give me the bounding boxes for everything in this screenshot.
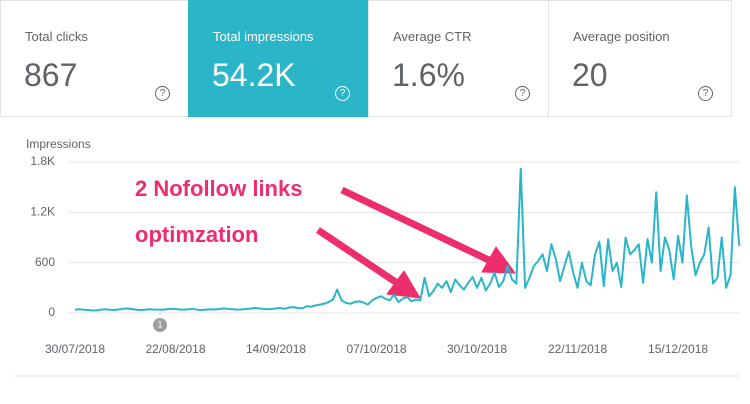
annotation-marker[interactable] <box>153 318 167 332</box>
x-tick-label: 30/10/2018 <box>447 342 507 356</box>
metric-card[interactable]: Average position 20? <box>548 0 732 117</box>
help-icon[interactable]: ? <box>515 86 530 101</box>
arrow-head <box>386 270 421 299</box>
metric-label: Total impressions <box>213 29 314 44</box>
arrow-shaft <box>316 227 402 288</box>
y-tick-label: 1.8K <box>30 154 55 168</box>
y-axis-label: Impressions <box>26 137 91 151</box>
series-line <box>74 167 741 312</box>
overlay-text: 2 Nofollow links <box>135 176 302 201</box>
metric-label: Average CTR <box>393 29 472 44</box>
y-tick-label: 0 <box>48 305 55 319</box>
overlay-text: optimzation <box>135 222 258 247</box>
x-tick-label: 22/08/2018 <box>145 342 205 356</box>
y-tick-label: 600 <box>35 255 55 269</box>
annotation-marker-label[interactable]: 1 <box>157 319 162 329</box>
x-tick-label: 07/10/2018 <box>346 342 406 356</box>
metric-card[interactable]: Total clicks 867? <box>0 0 189 117</box>
x-tick-label: 15/12/2018 <box>648 342 708 356</box>
x-tick-label: 14/09/2018 <box>246 342 306 356</box>
x-tick-label: 22/11/2018 <box>548 342 607 356</box>
help-icon[interactable]: ? <box>335 86 350 101</box>
arrows <box>316 186 517 299</box>
metric-label: Total clicks <box>25 29 88 44</box>
metric-value: 20 <box>572 57 608 93</box>
help-icon[interactable]: ? <box>698 86 713 101</box>
metric-value: 867 <box>24 57 78 93</box>
metric-value: 1.6% <box>392 57 465 93</box>
chart: Impressions 2 Nofollow links optimzation… <box>15 137 741 377</box>
metric-value: 54.2K <box>212 57 296 93</box>
metric-card[interactable]: Average CTR 1.6%? <box>368 0 549 117</box>
y-tick-label: 1.2K <box>30 205 55 219</box>
arrow-shaft <box>340 186 497 267</box>
help-icon[interactable]: ? <box>155 86 170 101</box>
metric-label: Average position <box>573 29 670 44</box>
x-tick-label: 30/07/2018 <box>45 342 105 356</box>
metric-card[interactable]: Total impressions 54.2K? <box>188 0 369 117</box>
